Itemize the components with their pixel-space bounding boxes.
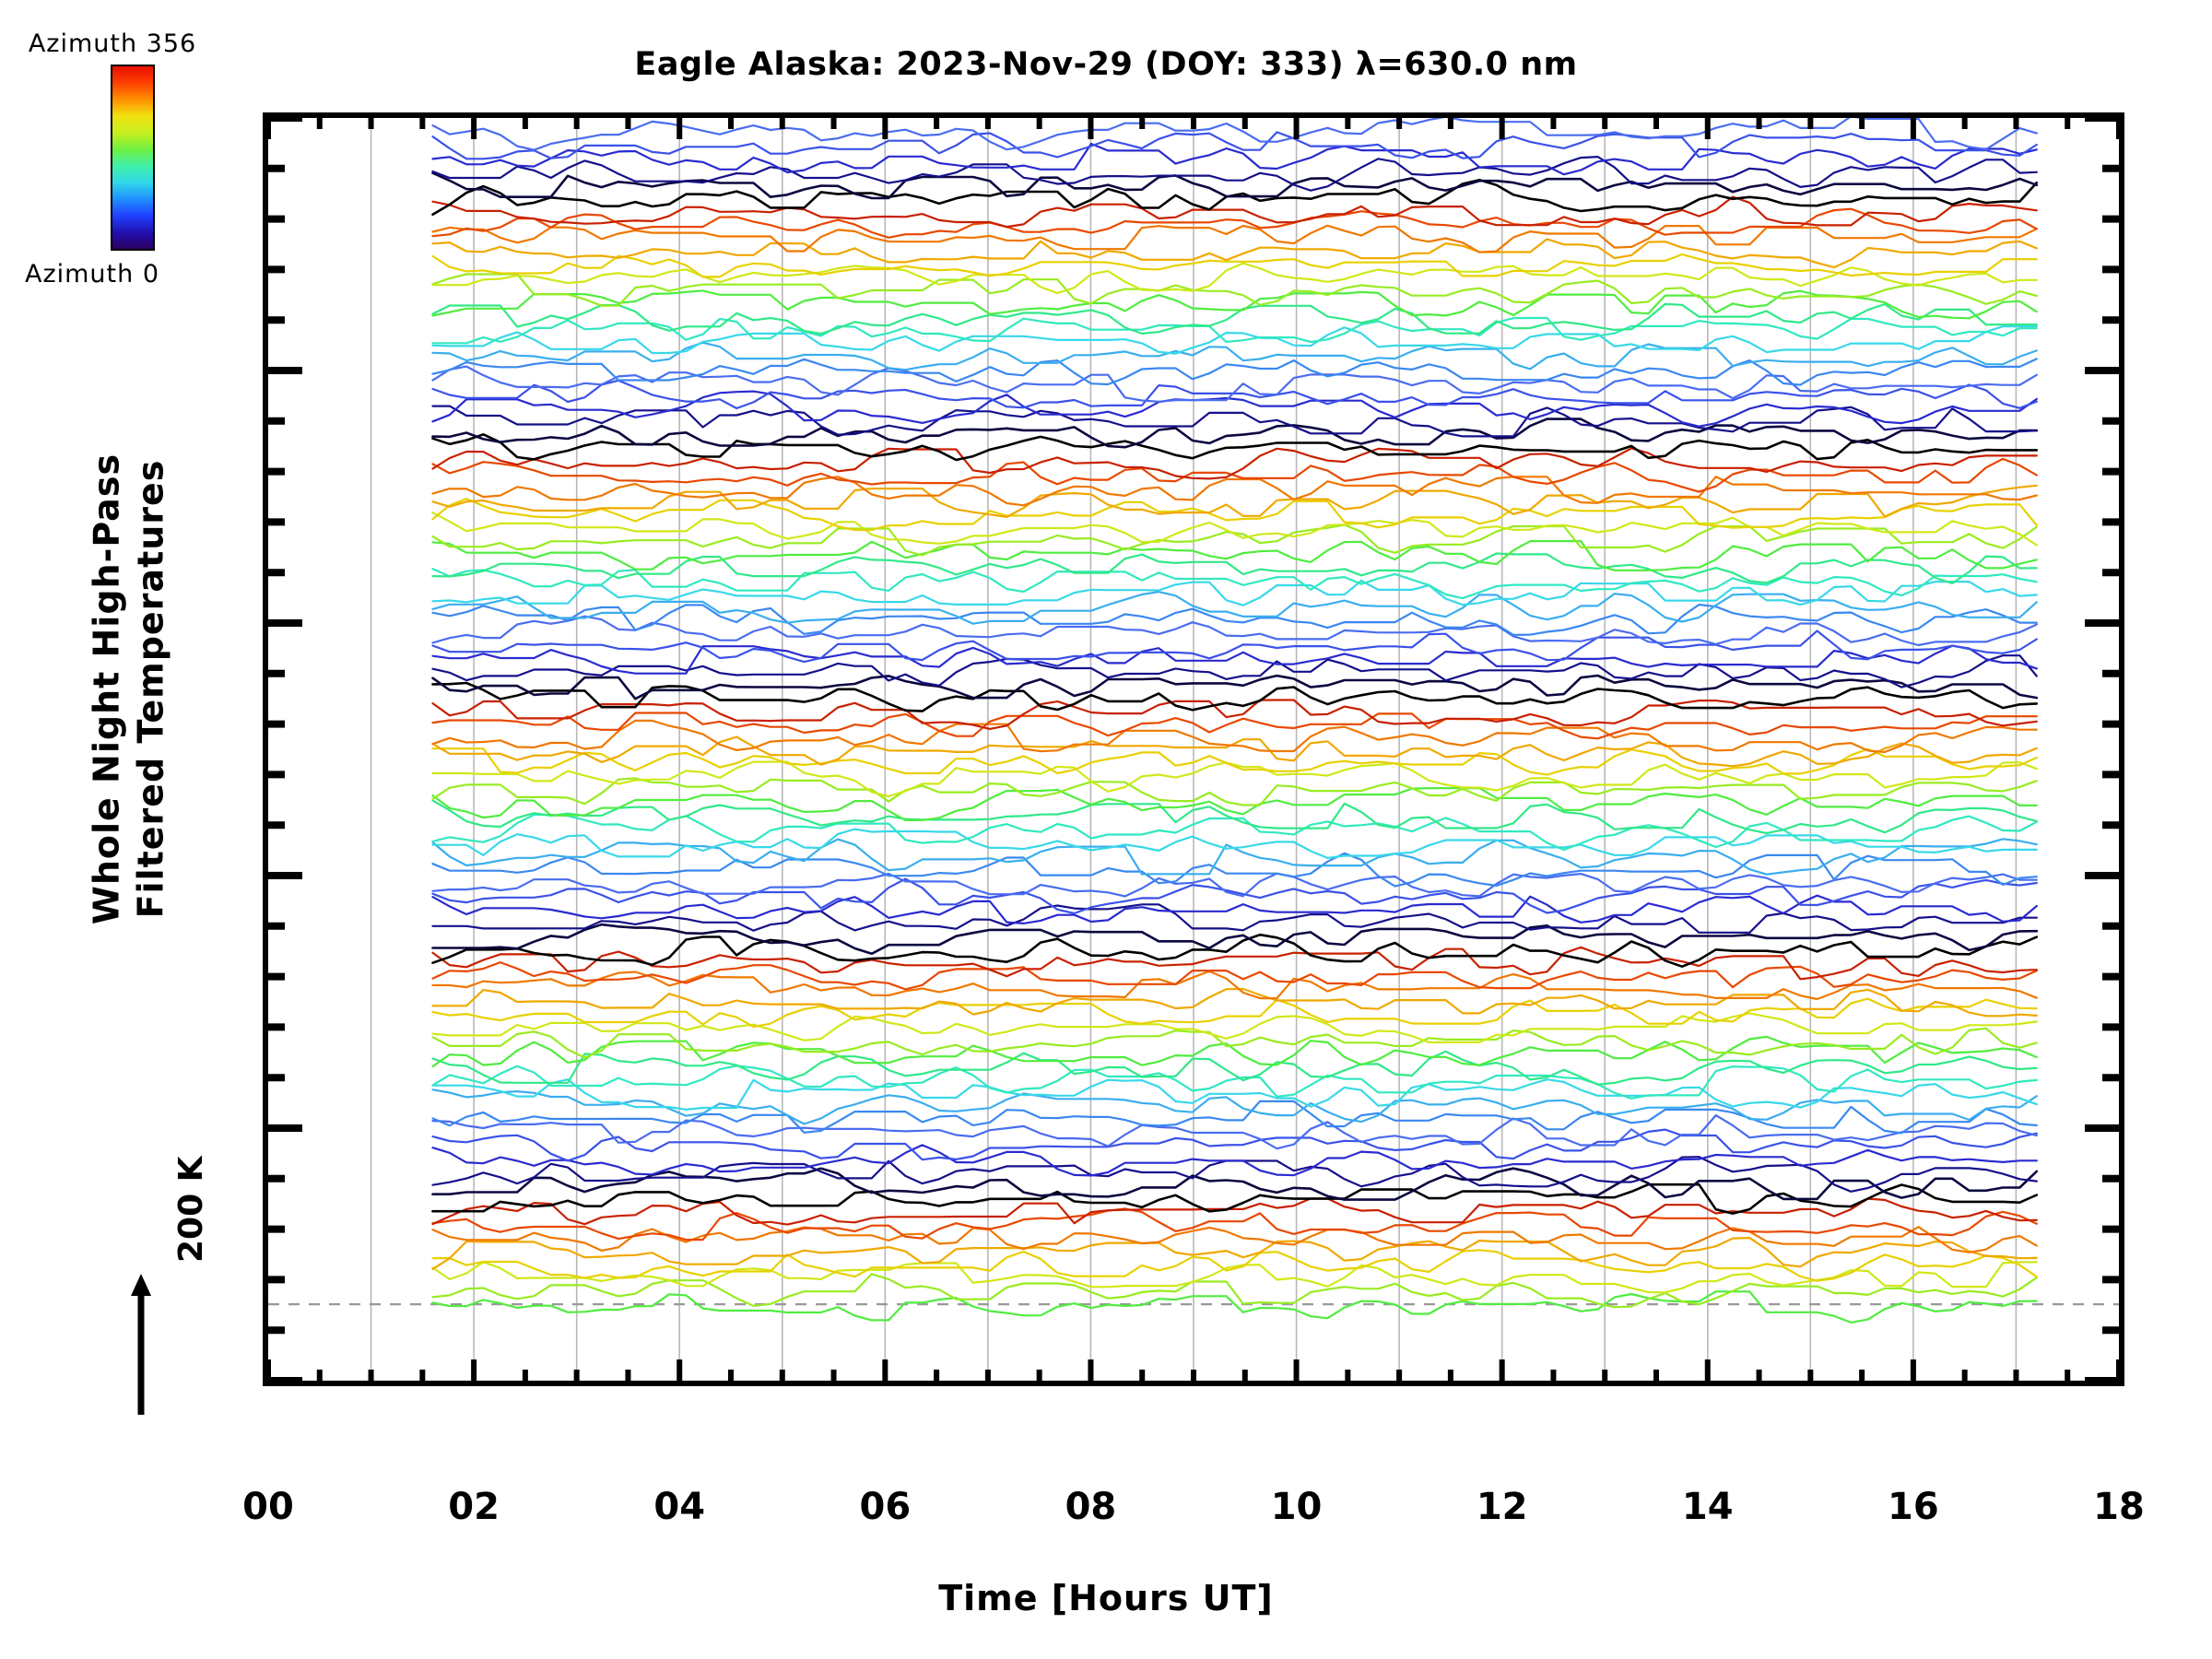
- x-tick-label-02: 02: [448, 1486, 500, 1528]
- scale-bar: 200 K: [124, 1156, 263, 1419]
- data-traces: [431, 118, 2039, 1324]
- colorbar-top-label: Azimuth 356: [28, 29, 197, 58]
- y-axis-title-line1: Whole Night High-Pass: [86, 453, 127, 925]
- x-tick-label-12: 12: [1476, 1486, 1528, 1528]
- x-axis-title: Time [Hours UT]: [938, 1578, 1274, 1618]
- scale-bar-arrow-icon: [131, 1274, 151, 1415]
- page-title: Eagle Alaska: 2023-Nov-29 (DOY: 333) λ=6…: [634, 46, 1578, 83]
- plot-area: [263, 112, 2124, 1386]
- x-tick-label-18: 18: [2093, 1486, 2145, 1528]
- y-axis-title-line2: Filtered Temperatures: [130, 459, 171, 919]
- x-tick-label-10: 10: [1270, 1486, 1323, 1528]
- plot-inner: [268, 118, 2119, 1381]
- azimuth-colorbar: Azimuth 356 Azimuth 0: [0, 0, 276, 295]
- x-tick-label-08: 08: [1065, 1486, 1117, 1528]
- x-tick-label-06: 06: [859, 1486, 912, 1528]
- x-tick-label-04: 04: [653, 1486, 706, 1528]
- colorbar-gradient-swatch: [111, 65, 155, 251]
- x-tick-label-16: 16: [1888, 1486, 1939, 1528]
- y-axis-title: Whole Night High-Pass Filtered Temperatu…: [86, 275, 173, 1104]
- x-tick-label-14: 14: [1681, 1486, 1734, 1528]
- x-tick-label-00: 00: [242, 1486, 294, 1528]
- colorbar-bottom-label: Azimuth 0: [24, 260, 160, 288]
- scale-bar-label: 200 K: [172, 1156, 210, 1263]
